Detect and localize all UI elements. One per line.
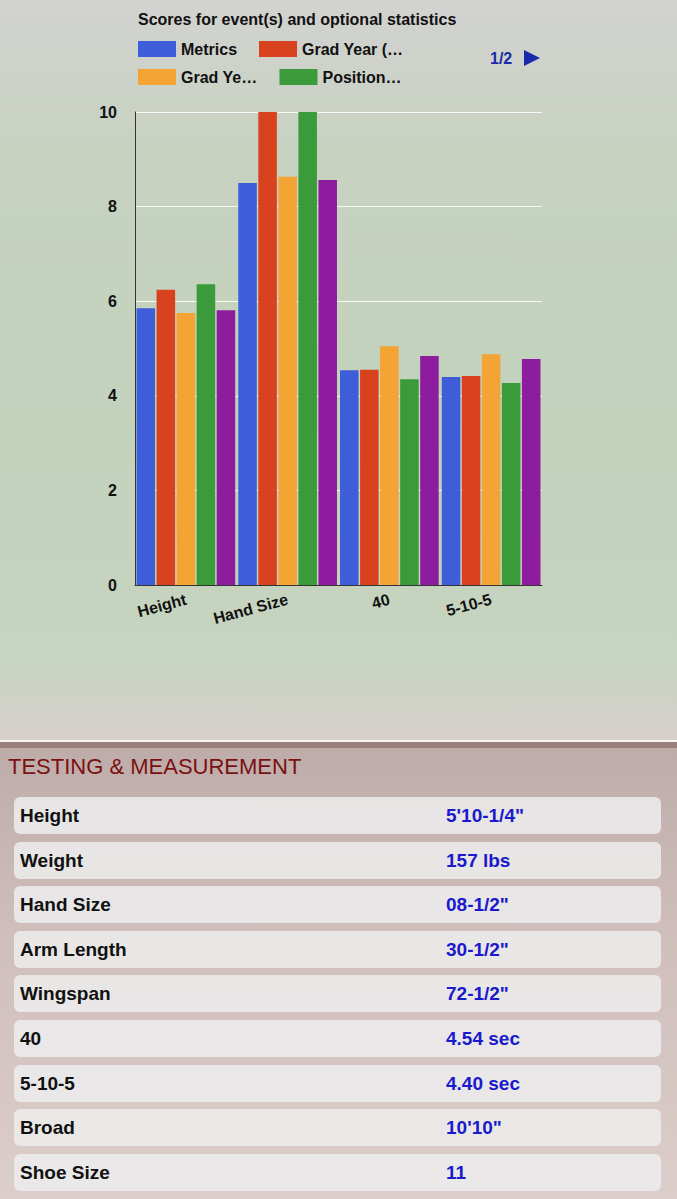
svg-text:Hand Size: Hand Size — [212, 591, 290, 627]
html-text:5'10-1/4": 5'10-1/4" — [446, 805, 524, 826]
html-text:4.54 sec: 4.54 sec — [446, 1028, 520, 1049]
svg-text:6: 6 — [108, 293, 117, 310]
svg-text:10: 10 — [99, 104, 117, 121]
html-text:30-1/2": 30-1/2" — [446, 938, 509, 960]
html-text:40: 40 — [20, 1028, 42, 1049]
html-text:08-1/2": 08-1/2" — [446, 894, 509, 916]
html-text:157 lbs: 157 lbs — [446, 849, 511, 871]
html-text:Hand Size: Hand Size — [20, 894, 111, 916]
svg-text:4: 4 — [108, 387, 117, 404]
html-text:Arm Length: Arm Length — [20, 938, 127, 960]
html-text:Weight: Weight — [20, 849, 83, 871]
html-text:Broad: Broad — [20, 1117, 75, 1139]
svg-text:1/2: 1/2 — [490, 50, 512, 67]
svg-text:40: 40 — [370, 591, 392, 612]
html-text:Wingspan: Wingspan — [20, 983, 111, 1005]
html-text:Height: Height — [20, 805, 80, 826]
svg-text:Grad Year (…: Grad Year (… — [302, 41, 403, 58]
svg-text:Position…: Position… — [322, 69, 401, 86]
html-text:72-1/2": 72-1/2" — [446, 983, 509, 1005]
svg-text:Scores for event(s) and option: Scores for event(s) and optional statist… — [138, 11, 456, 28]
svg-text:2: 2 — [108, 482, 117, 499]
html-text:11: 11 — [446, 1161, 467, 1183]
html-text:TESTING & MEASUREMENT: TESTING & MEASUREMENT — [8, 754, 302, 779]
html-text:Shoe Size: Shoe Size — [20, 1161, 110, 1183]
svg-text:8: 8 — [108, 198, 117, 215]
svg-text:0: 0 — [108, 577, 117, 594]
svg-text:Height: Height — [136, 591, 189, 620]
svg-text:Grad Ye…: Grad Ye… — [181, 69, 257, 86]
html-text:4.40 sec: 4.40 sec — [446, 1072, 520, 1094]
svg-text:Metrics: Metrics — [181, 41, 237, 58]
html-text:5-10-5: 5-10-5 — [20, 1072, 75, 1094]
html-text:10'10": 10'10" — [446, 1117, 502, 1139]
svg-text:5-10-5: 5-10-5 — [444, 591, 493, 619]
